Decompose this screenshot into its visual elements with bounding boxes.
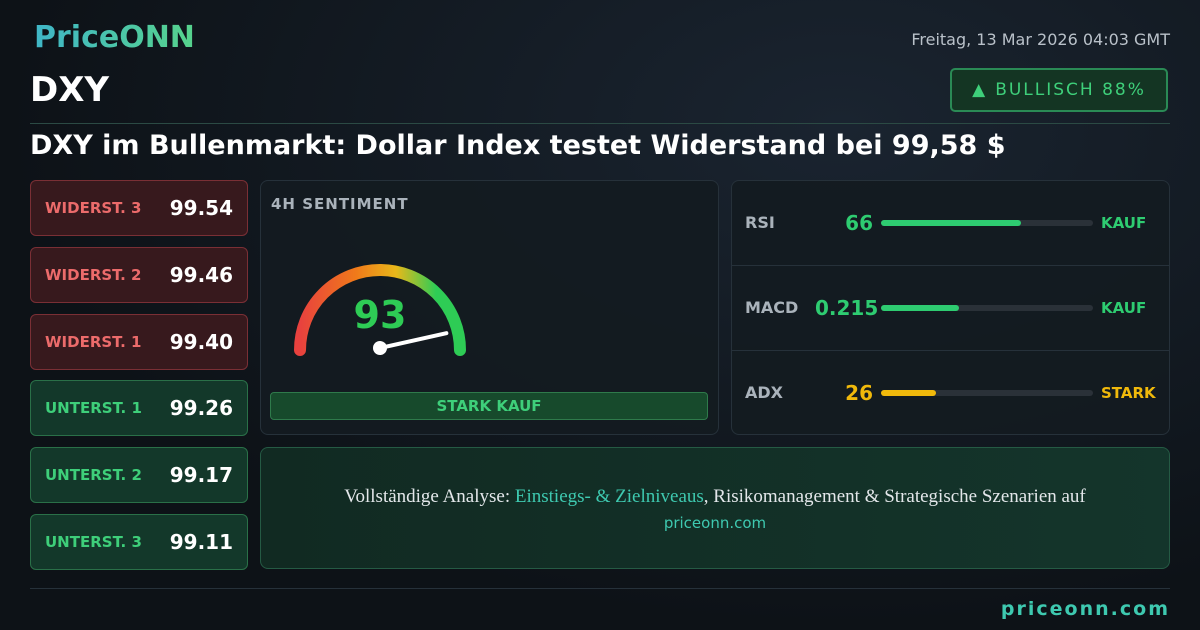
- level-label: WIDERST. 3: [45, 199, 142, 217]
- indicator-signal: KAUF: [1101, 298, 1147, 317]
- sentiment-title: 4H SENTIMENT: [271, 195, 409, 213]
- divider: [30, 123, 1170, 124]
- badge: ▲ BULLISCH 88%: [950, 68, 1168, 112]
- logo: PriceONN: [34, 20, 195, 55]
- indicator-signal: KAUF: [1101, 213, 1147, 232]
- indicator-track: [881, 389, 1093, 396]
- gauge: 93: [294, 264, 466, 356]
- indicator-bar: [881, 389, 937, 396]
- symbol: DXY: [30, 70, 110, 110]
- level-value: 99.26: [169, 396, 233, 421]
- gauge-arc: [294, 264, 466, 356]
- divider: [30, 588, 1170, 589]
- level-label: WIDERST. 2: [45, 265, 142, 284]
- indicator-track: [881, 304, 1093, 311]
- date: Freitag, 13 Mar 2026 04:03 GMT: [911, 30, 1170, 49]
- level-box: UNTERST. 3 99.11: [30, 514, 248, 570]
- level-box: WIDERST. 3 99.54: [30, 180, 248, 236]
- footer-lead: Vollständige Analyse:: [344, 486, 515, 507]
- indicator-name: MACD: [745, 298, 799, 317]
- indicator-name: ADX: [745, 383, 783, 402]
- level-box: WIDERST. 1 99.40: [30, 313, 248, 370]
- footer-panel: Vollständige Analyse: Einstiegs- & Zieln…: [260, 447, 1170, 569]
- arrow-icon: ▲: [972, 80, 988, 100]
- indicator-bar: [881, 219, 1021, 226]
- divider: [731, 350, 1170, 351]
- footer-rest: , Risikomanagement & Strategische Szenar…: [703, 486, 1086, 507]
- badge-text: BULLISCH 88%: [995, 80, 1146, 100]
- indicator-track: [881, 219, 1093, 226]
- level-value: 99.40: [169, 329, 233, 354]
- indicator-row: RSI 66 KAUF: [731, 180, 1170, 265]
- indicator-value: 26: [845, 380, 873, 405]
- level-label: WIDERST. 1: [45, 332, 142, 351]
- level-label: UNTERST. 3: [45, 533, 142, 551]
- verdict: STARK KAUF: [270, 392, 708, 420]
- footer-site: priceonn.com: [663, 514, 767, 532]
- footer-highlight: Einstiegs- & Zielniveaus: [514, 486, 704, 507]
- brand: priceonn.com: [1000, 598, 1170, 620]
- level-value: 99.46: [169, 262, 233, 287]
- level-label: UNTERST. 1: [45, 399, 142, 418]
- indicator-value: 66: [845, 210, 873, 235]
- level-box: UNTERST. 2 99.17: [30, 447, 248, 504]
- needle-hub: [373, 341, 387, 355]
- level-box: WIDERST. 2 99.46: [30, 246, 248, 303]
- divider: [731, 265, 1170, 266]
- level-value: 99.54: [169, 196, 233, 220]
- gauge-score: 93: [354, 293, 407, 337]
- indicator-signal: STARK: [1101, 383, 1156, 402]
- level-value: 99.17: [169, 463, 233, 488]
- indicator-bar: [881, 304, 960, 311]
- level-box: UNTERST. 1 99.26: [30, 380, 248, 437]
- indicator-value: 0.215: [815, 295, 879, 320]
- level-value: 99.11: [169, 530, 233, 554]
- indicator-row: MACD 0.215 KAUF: [731, 265, 1170, 350]
- headline: DXY im Bullenmarkt: Dollar Index testet …: [30, 130, 1006, 161]
- indicator-row: ADX 26 STARK: [731, 350, 1170, 435]
- gauge-needle: [378, 331, 449, 350]
- footer-text: Vollständige Analyse: Einstiegs- & Zieln…: [261, 486, 1169, 508]
- indicator-name: RSI: [745, 213, 775, 232]
- level-label: UNTERST. 2: [45, 466, 142, 485]
